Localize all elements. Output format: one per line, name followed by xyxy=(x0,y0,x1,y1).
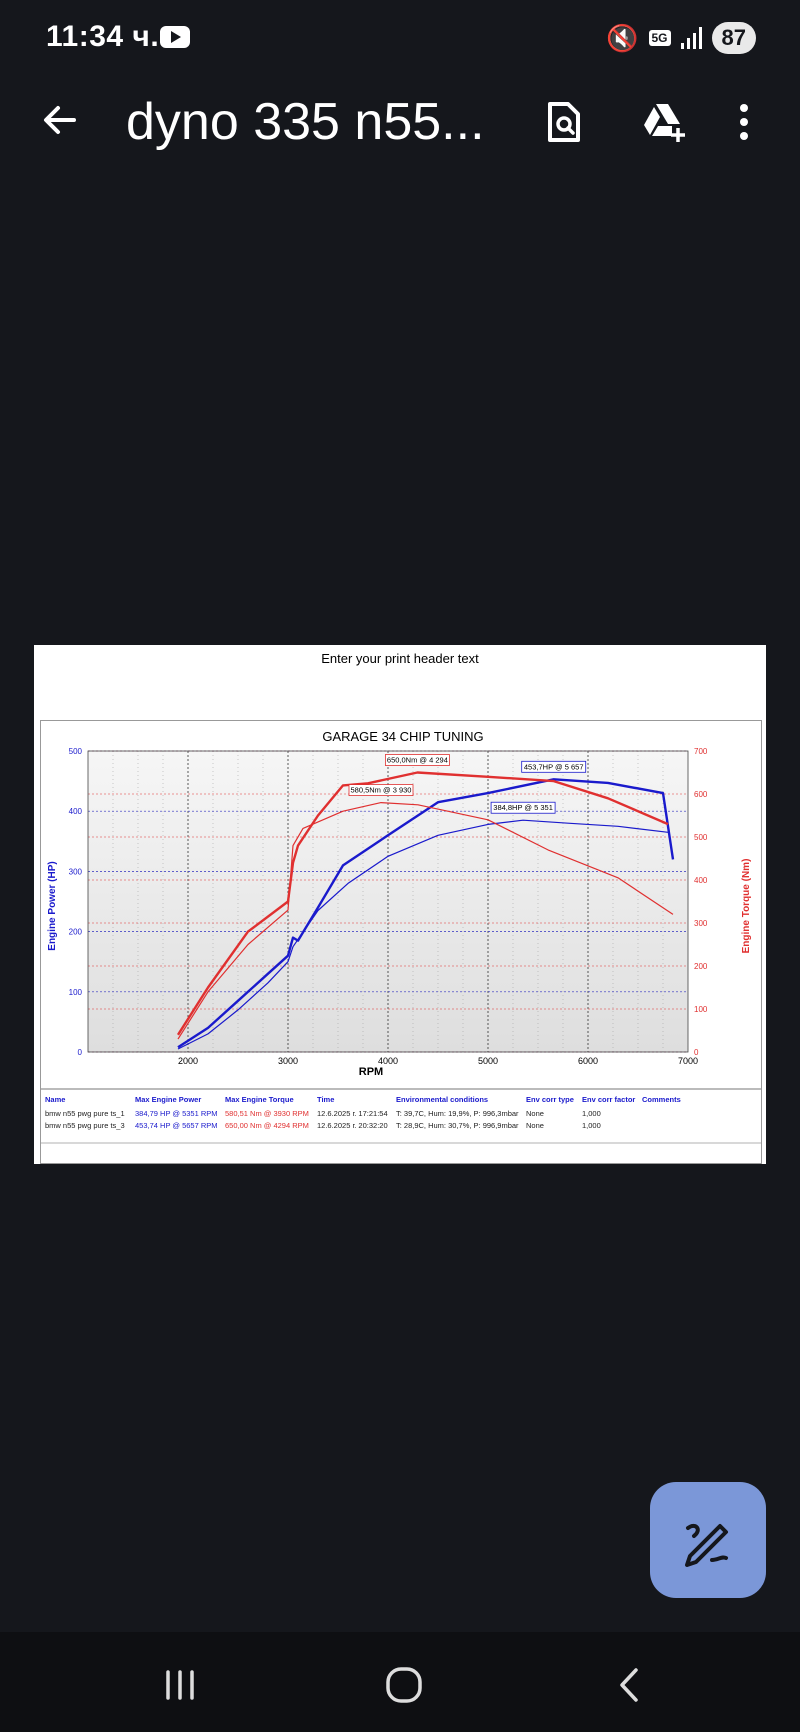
table-header-cell: Env corr type xyxy=(526,1095,574,1104)
back-nav-icon[interactable] xyxy=(600,1660,660,1710)
back-arrow-icon[interactable] xyxy=(38,98,82,142)
x-tick: 6000 xyxy=(578,1056,598,1066)
series-power-ts_1 xyxy=(177,819,669,1050)
print-header: Enter your print header text xyxy=(321,651,479,666)
table-cell: 1,000 xyxy=(582,1109,601,1118)
x-axis-label: RPM xyxy=(359,1066,383,1078)
y-tick-torque: 300 xyxy=(694,919,708,928)
add-to-drive-icon[interactable] xyxy=(640,98,688,146)
x-tick: 7000 xyxy=(678,1056,698,1066)
signal-icon xyxy=(680,27,702,49)
y-tick-power: 100 xyxy=(69,988,83,997)
y-tick-torque: 0 xyxy=(694,1048,699,1057)
table-cell: 580,51 Nm @ 3930 RPM xyxy=(225,1109,309,1118)
y-axis-label-torque: Engine Torque (Nm) xyxy=(741,859,752,954)
table-header-cell: Env corr factor xyxy=(582,1095,635,1104)
more-options-icon[interactable] xyxy=(730,98,758,146)
table-header-cell: Max Engine Torque xyxy=(225,1095,294,1104)
table-cell: None xyxy=(526,1109,544,1118)
x-tick: 4000 xyxy=(378,1056,398,1066)
y-tick-power: 300 xyxy=(69,867,83,876)
table-cell: 384,79 HP @ 5351 RPM xyxy=(135,1109,218,1118)
table-cell: T: 39,7C, Hum: 19,9%, P: 996,3mbar xyxy=(396,1109,519,1118)
annotation-text: 384,8HP @ 5 351 xyxy=(493,803,553,812)
y-tick-torque: 200 xyxy=(694,962,708,971)
plot-area xyxy=(88,751,688,1052)
document-title: dyno 335 n55... xyxy=(126,93,485,151)
status-bar: 11:34 ч. 🔇 5G 87 xyxy=(0,0,800,76)
battery-level: 87 xyxy=(711,22,756,54)
series-torque-ts_3 xyxy=(176,771,669,1036)
annotation-text: 650,0Nm @ 4 294 xyxy=(387,756,448,765)
document-page: Enter your print header text GARAGE 34 C… xyxy=(34,645,766,1164)
y-tick-torque: 700 xyxy=(694,747,708,756)
y-tick-power: 200 xyxy=(69,928,83,937)
table-cell: 12.6.2025 г. 17:21:54 xyxy=(317,1109,388,1118)
table-cell: bmw n55 pwg pure ts_3 xyxy=(45,1121,125,1130)
y-tick-torque: 600 xyxy=(694,790,708,799)
y-tick-torque: 500 xyxy=(694,833,708,842)
youtube-notification-icon xyxy=(160,26,190,48)
table-header-cell: Time xyxy=(317,1095,334,1104)
series-power-ts_3 xyxy=(177,778,675,1049)
edit-fab-button[interactable] xyxy=(650,1482,766,1598)
x-tick: 5000 xyxy=(478,1056,498,1066)
y-tick-power: 0 xyxy=(78,1048,83,1057)
plot-border xyxy=(87,750,689,1053)
table-cell: 12.6.2025 г. 20:32:20 xyxy=(317,1121,388,1130)
table-header-cell: Environmental conditions xyxy=(396,1095,488,1104)
y-tick-torque: 400 xyxy=(694,876,708,885)
mute-icon: 🔇 xyxy=(606,22,639,53)
x-tick: 3000 xyxy=(278,1056,298,1066)
table-header-cell: Name xyxy=(45,1095,65,1104)
series-torque-ts_1 xyxy=(177,802,674,1040)
annotation-label: 453,7HP @ 5 657 xyxy=(521,760,587,773)
dyno-chart: GARAGE 34 CHIP TUNING 010020030040050001… xyxy=(41,729,761,1144)
table-header-cell: Comments xyxy=(642,1095,681,1104)
table-header-cell: Max Engine Power xyxy=(135,1095,201,1104)
table-cell: None xyxy=(526,1121,544,1130)
table-cell: T: 28,9C, Hum: 30,7%, P: 996,9mbar xyxy=(396,1121,519,1130)
status-time: 11:34 ч. xyxy=(46,20,160,53)
annotation-text: 580,5Nm @ 3 930 xyxy=(351,786,412,795)
annotation-label: 384,8HP @ 5 351 xyxy=(490,801,556,814)
app-bar: dyno 335 n55... xyxy=(0,76,800,166)
x-tick: 2000 xyxy=(178,1056,198,1066)
network-type: 5G xyxy=(648,30,671,46)
table-cell: 1,000 xyxy=(582,1121,601,1130)
annotation-label: 650,0Nm @ 4 294 xyxy=(384,754,450,766)
system-nav-bar xyxy=(0,1632,800,1732)
table-cell: bmw n55 pwg pure ts_1 xyxy=(45,1109,125,1118)
y-tick-torque: 100 xyxy=(694,1005,708,1014)
y-tick-power: 400 xyxy=(69,807,83,816)
search-document-icon[interactable] xyxy=(540,98,588,146)
dyno-chart-frame: GARAGE 34 CHIP TUNING 0 100 200 300 400 500 0 1… xyxy=(40,720,762,1164)
annotation-text: 453,7HP @ 5 657 xyxy=(524,762,584,771)
annotation-label: 580,5Nm @ 3 930 xyxy=(348,784,414,796)
home-icon[interactable] xyxy=(374,1660,434,1710)
recent-apps-icon[interactable] xyxy=(150,1660,210,1710)
edit-pen-icon xyxy=(685,1523,728,1567)
y-axis-label-power: Engine Power (HP) xyxy=(47,861,58,950)
y-tick-power: 500 xyxy=(69,747,83,756)
chart-title: GARAGE 34 CHIP TUNING xyxy=(322,729,483,744)
table-cell: 453,74 HP @ 5657 RPM xyxy=(135,1121,218,1130)
table-cell: 650,00 Nm @ 4294 RPM xyxy=(225,1121,309,1130)
